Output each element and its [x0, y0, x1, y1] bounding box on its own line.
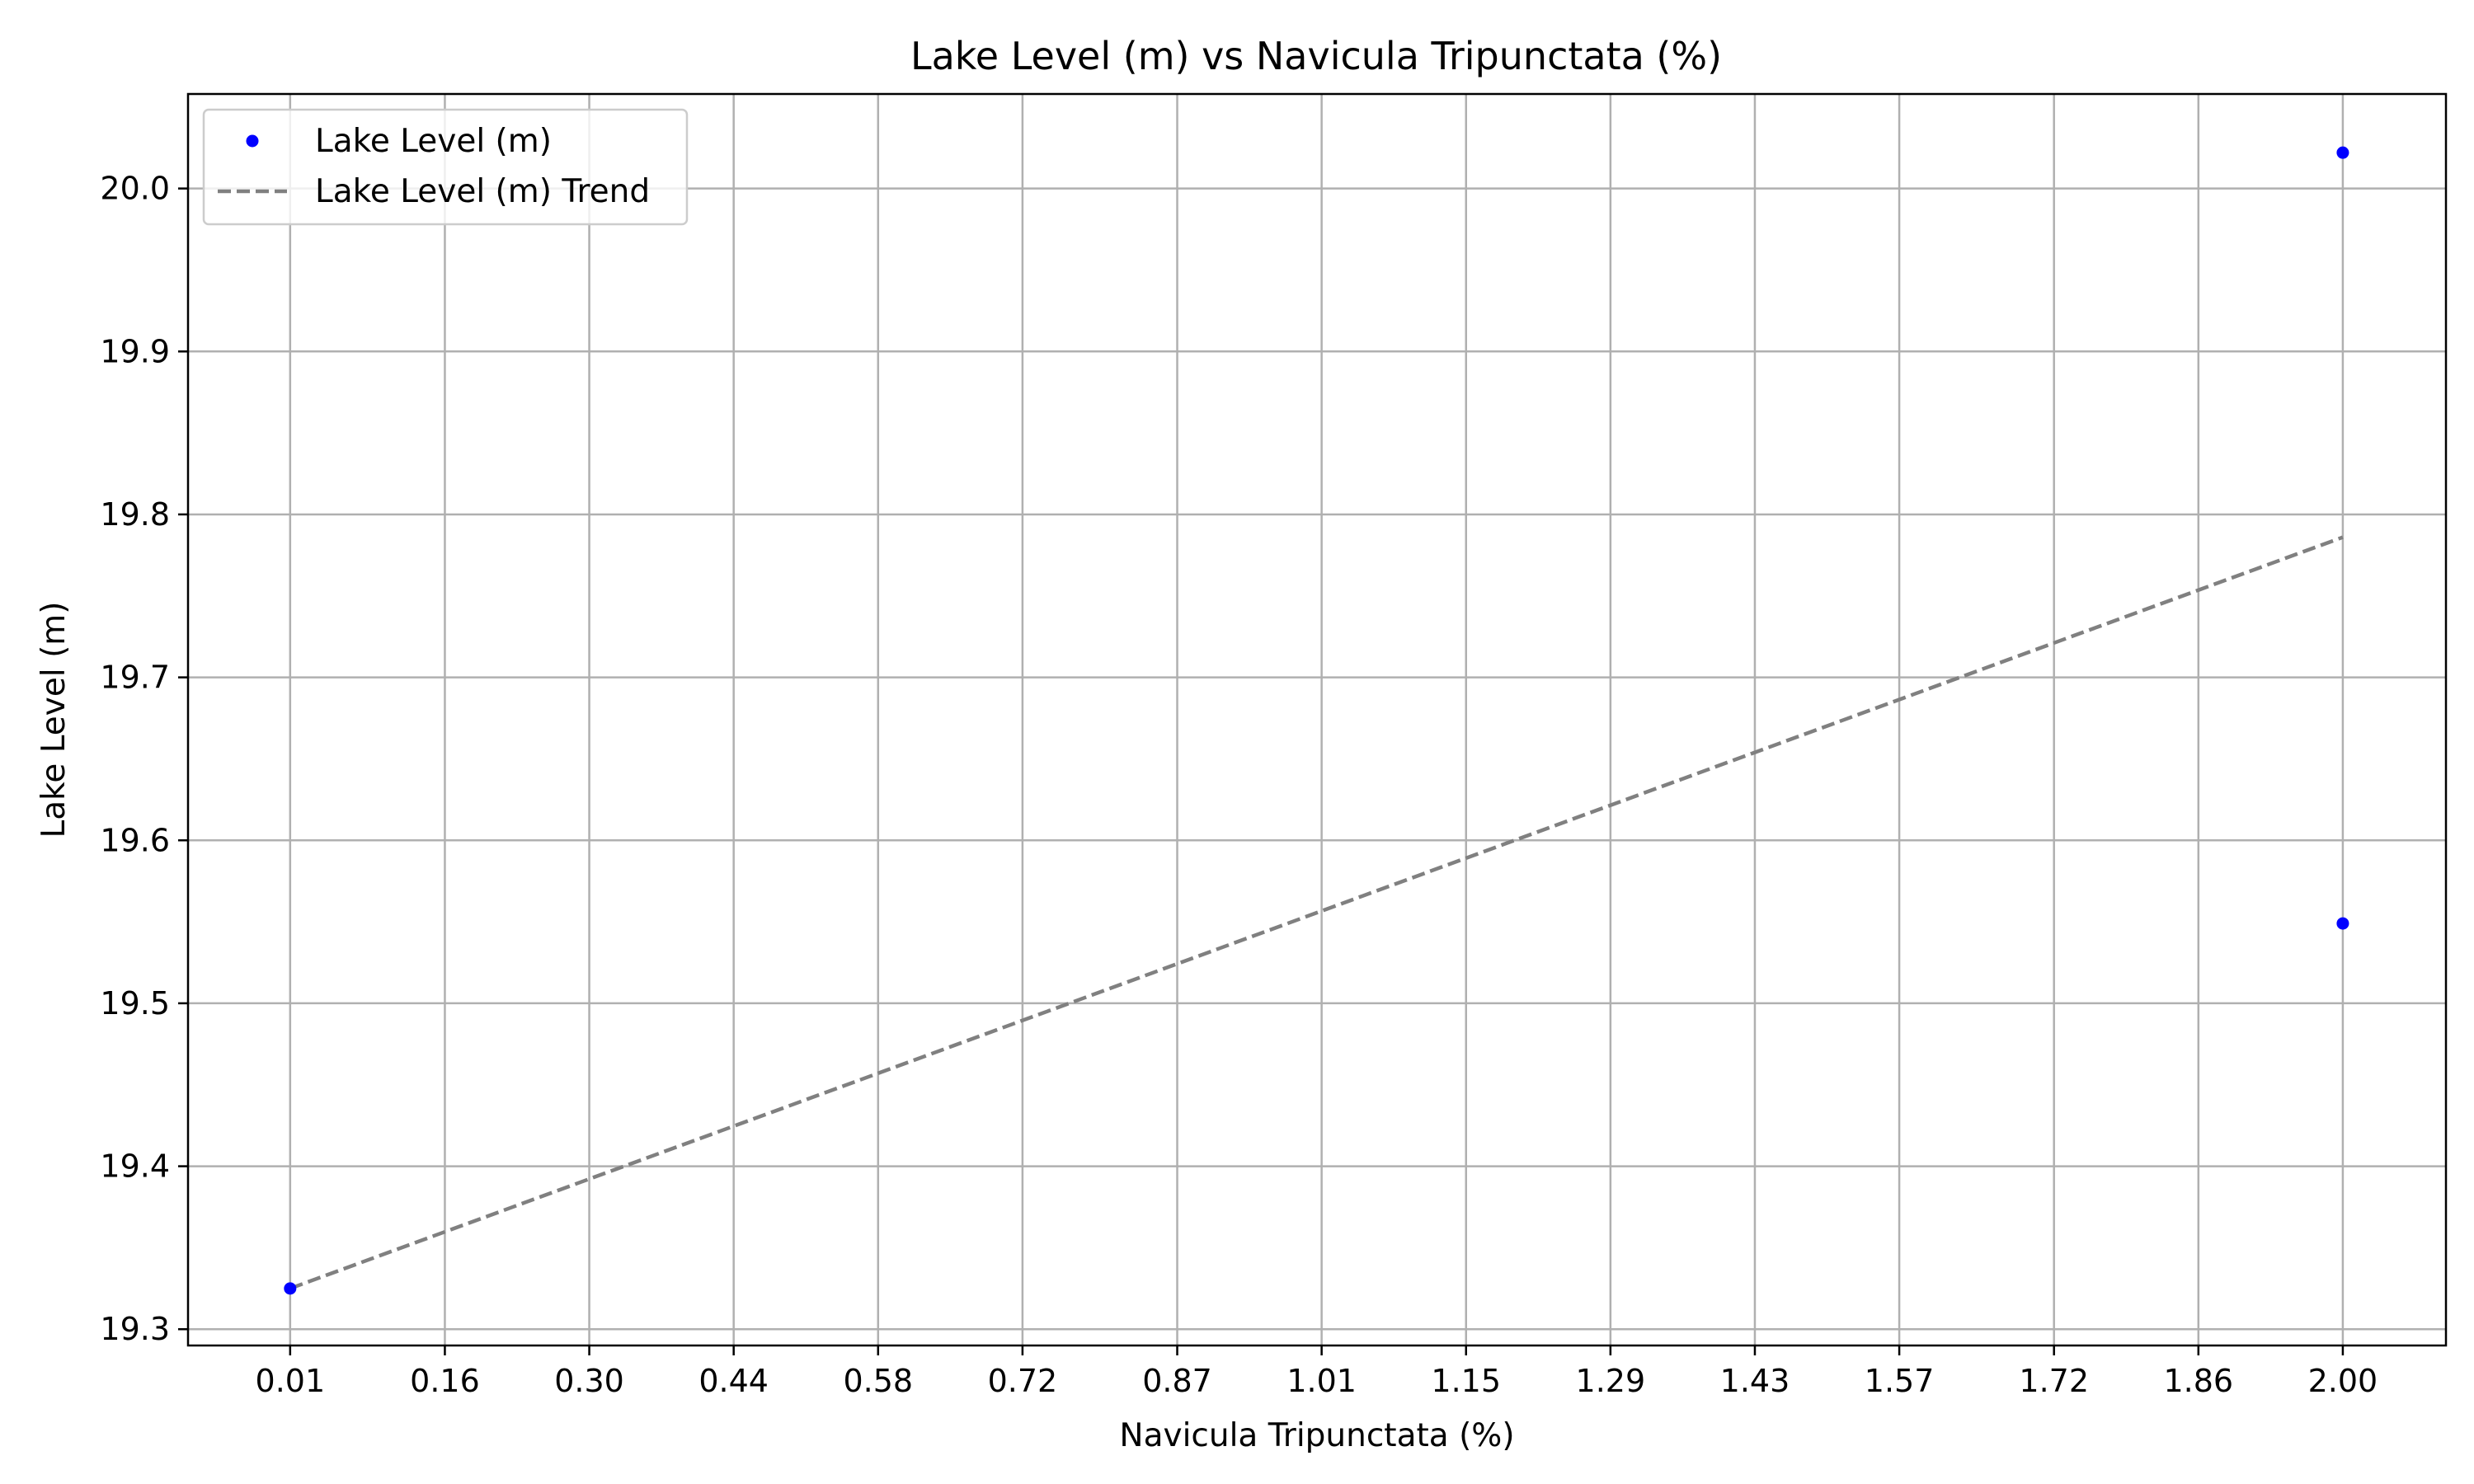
x-tick-label: 1.01 [1286, 1363, 1357, 1399]
data-point [2336, 917, 2349, 930]
x-tick-label: 0.01 [256, 1363, 326, 1399]
x-axis-label: Navicula Tripunctata (%) [1119, 1417, 1514, 1454]
y-tick-label: 19.7 [100, 660, 170, 696]
y-tick-label: 20.0 [100, 171, 170, 207]
y-tick-label: 19.9 [100, 333, 170, 369]
x-tick-label: 1.43 [1720, 1363, 1790, 1399]
x-tick-label: 1.57 [1865, 1363, 1935, 1399]
x-tick-label: 0.30 [554, 1363, 624, 1399]
x-tick-label: 0.44 [698, 1363, 769, 1399]
y-axis-ticks: 19.3 19.4 19.5 19.6 19.7 19.8 19.9 20.0 [100, 171, 188, 1347]
legend: Lake Level (m) Lake Level (m) Trend [202, 108, 689, 226]
y-tick-label: 19.5 [100, 985, 170, 1021]
legend-box [202, 108, 689, 226]
data-point [2336, 146, 2349, 159]
legend-label-trend: Lake Level (m) Trend [315, 173, 650, 210]
x-tick-label: 0.72 [988, 1363, 1058, 1399]
y-axis-label: Lake Level (m) [35, 602, 73, 838]
y-tick-label: 19.8 [100, 496, 170, 533]
plot-frame [186, 92, 2448, 1347]
x-tick-label: 1.29 [1576, 1363, 1646, 1399]
x-tick-label: 0.58 [843, 1363, 913, 1399]
y-tick-label: 19.3 [100, 1311, 170, 1347]
grid [188, 94, 2446, 1345]
scatter-points [284, 146, 2349, 1295]
x-tick-label: 1.86 [2164, 1363, 2234, 1399]
chart-title: Lake Level (m) vs Navicula Tripunctata (… [910, 34, 1722, 78]
legend-label-scatter: Lake Level (m) [315, 123, 552, 160]
trend-lines [289, 535, 2344, 1290]
x-tick-label: 0.87 [1142, 1363, 1212, 1399]
x-tick-label: 2.00 [2308, 1363, 2378, 1399]
x-tick-label: 1.72 [2019, 1363, 2089, 1399]
trend-line [289, 535, 2344, 1290]
y-tick-label: 19.6 [100, 822, 170, 858]
x-axis-ticks: 0.01 0.16 0.30 0.44 0.58 0.72 0.87 1.01 1.15 1.29… [256, 1345, 2378, 1399]
y-tick-label: 19.4 [100, 1148, 170, 1185]
x-tick-label: 1.15 [1431, 1363, 1501, 1399]
x-tick-label: 0.16 [410, 1363, 480, 1399]
legend-marker-scatter [246, 134, 259, 148]
data-point [284, 1282, 297, 1295]
